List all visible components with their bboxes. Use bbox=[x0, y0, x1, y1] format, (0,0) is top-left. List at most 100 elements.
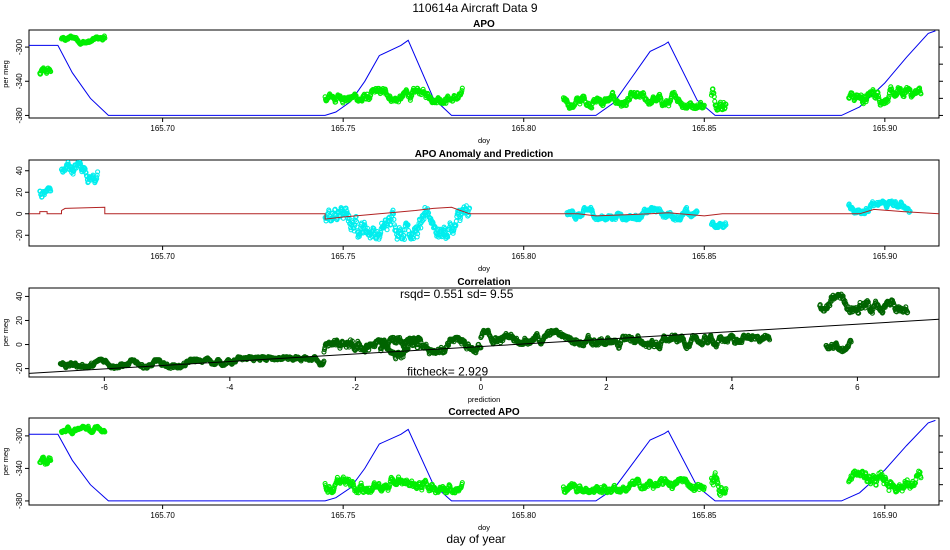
data-point bbox=[359, 98, 365, 104]
x-tick-label: 165.75 bbox=[331, 124, 356, 133]
x-axis-label: doy bbox=[478, 264, 490, 273]
data-point bbox=[458, 90, 464, 96]
data-point bbox=[723, 101, 729, 107]
data-point bbox=[322, 481, 328, 487]
data-point bbox=[473, 350, 479, 356]
data-point bbox=[321, 347, 327, 353]
data-point bbox=[384, 227, 390, 233]
data-point bbox=[390, 211, 397, 217]
data-point bbox=[94, 172, 100, 178]
y-axis-label: per meg bbox=[1, 319, 10, 347]
data-point bbox=[901, 93, 907, 100]
x-tick-label: 0 bbox=[479, 383, 484, 392]
data-point bbox=[875, 93, 881, 99]
x-axis-label: prediction bbox=[468, 395, 501, 404]
data-point bbox=[701, 484, 707, 490]
data-point bbox=[388, 216, 394, 223]
data-point bbox=[626, 97, 633, 103]
data-point bbox=[102, 429, 108, 435]
y-tick-label: -20 bbox=[15, 362, 24, 374]
x-tick-label: 2 bbox=[604, 383, 609, 392]
plot-frame bbox=[28, 287, 940, 378]
data-point bbox=[636, 477, 642, 483]
data-point bbox=[701, 487, 707, 493]
x-tick-label: -2 bbox=[352, 383, 360, 392]
data-point bbox=[457, 218, 463, 224]
data-point bbox=[371, 226, 377, 232]
data-point bbox=[457, 215, 463, 221]
data-point bbox=[918, 91, 924, 97]
data-point bbox=[478, 345, 484, 351]
data-point bbox=[534, 331, 540, 337]
data-point bbox=[415, 231, 421, 237]
x-tick-label: 165.70 bbox=[150, 124, 175, 133]
data-point bbox=[415, 225, 422, 231]
data-point bbox=[362, 222, 368, 228]
y-tick-label: -380 bbox=[15, 492, 24, 509]
data-point bbox=[386, 484, 392, 490]
plot-frame bbox=[28, 29, 940, 119]
data-point bbox=[730, 333, 736, 339]
data-point bbox=[414, 234, 420, 240]
x-tick-label: 165.70 bbox=[150, 252, 175, 261]
data-point bbox=[101, 33, 107, 39]
y-tick-label: -20 bbox=[15, 229, 24, 241]
data-point bbox=[848, 339, 854, 345]
data-point bbox=[418, 337, 424, 343]
x-tick-label: 165.80 bbox=[511, 252, 536, 261]
data-point bbox=[723, 222, 729, 228]
x-tick-label: 4 bbox=[730, 383, 735, 392]
data-point bbox=[715, 481, 721, 487]
data-point bbox=[886, 93, 892, 99]
plot-frame bbox=[28, 159, 940, 247]
y-tick-label: 40 bbox=[15, 166, 24, 175]
panel-title: APO bbox=[473, 19, 495, 30]
series-line bbox=[29, 419, 936, 502]
data-point bbox=[885, 98, 891, 104]
panel-title: APO Anomaly and Prediction bbox=[415, 149, 554, 160]
series-line bbox=[29, 318, 939, 374]
y-tick-label: 0 bbox=[15, 211, 24, 216]
data-point bbox=[401, 236, 407, 242]
plot-area bbox=[29, 291, 939, 374]
data-point bbox=[842, 298, 848, 304]
panel-title: Corrected APO bbox=[448, 407, 520, 418]
data-point bbox=[361, 219, 367, 225]
data-point bbox=[701, 102, 707, 108]
y-tick-label: 0 bbox=[15, 342, 24, 347]
data-point bbox=[846, 201, 852, 207]
data-point bbox=[722, 488, 729, 494]
data-point bbox=[840, 293, 846, 299]
panel-correlation: Correlation-6 -4 -2 0 2 4 6prediction40200-20p… bbox=[1, 277, 940, 404]
data-point bbox=[863, 97, 870, 103]
data-point bbox=[767, 337, 773, 343]
data-point bbox=[346, 212, 352, 218]
data-point bbox=[377, 234, 383, 240]
data-point bbox=[418, 225, 424, 231]
plot-area bbox=[29, 30, 936, 116]
data-point bbox=[352, 347, 359, 353]
data-point bbox=[353, 93, 359, 99]
data-point bbox=[722, 490, 728, 496]
data-point bbox=[376, 481, 382, 487]
y-tick-label: 40 bbox=[15, 291, 24, 300]
data-point bbox=[892, 199, 899, 205]
data-point bbox=[649, 337, 655, 344]
data-point bbox=[907, 86, 913, 93]
figure-title: 110614a Aircraft Data 9 bbox=[412, 1, 538, 15]
data-point bbox=[623, 102, 629, 108]
plot-area bbox=[29, 160, 939, 242]
y-tick-label: 20 bbox=[15, 187, 24, 196]
y-tick-label: -340 bbox=[15, 73, 24, 90]
data-point bbox=[711, 94, 717, 100]
data-point bbox=[879, 472, 885, 478]
data-point bbox=[907, 208, 913, 214]
data-point bbox=[48, 457, 54, 464]
data-point bbox=[694, 209, 700, 215]
x-tick-label: -6 bbox=[101, 383, 109, 392]
data-point bbox=[875, 90, 881, 96]
data-point bbox=[865, 299, 871, 305]
data-point bbox=[459, 85, 465, 91]
